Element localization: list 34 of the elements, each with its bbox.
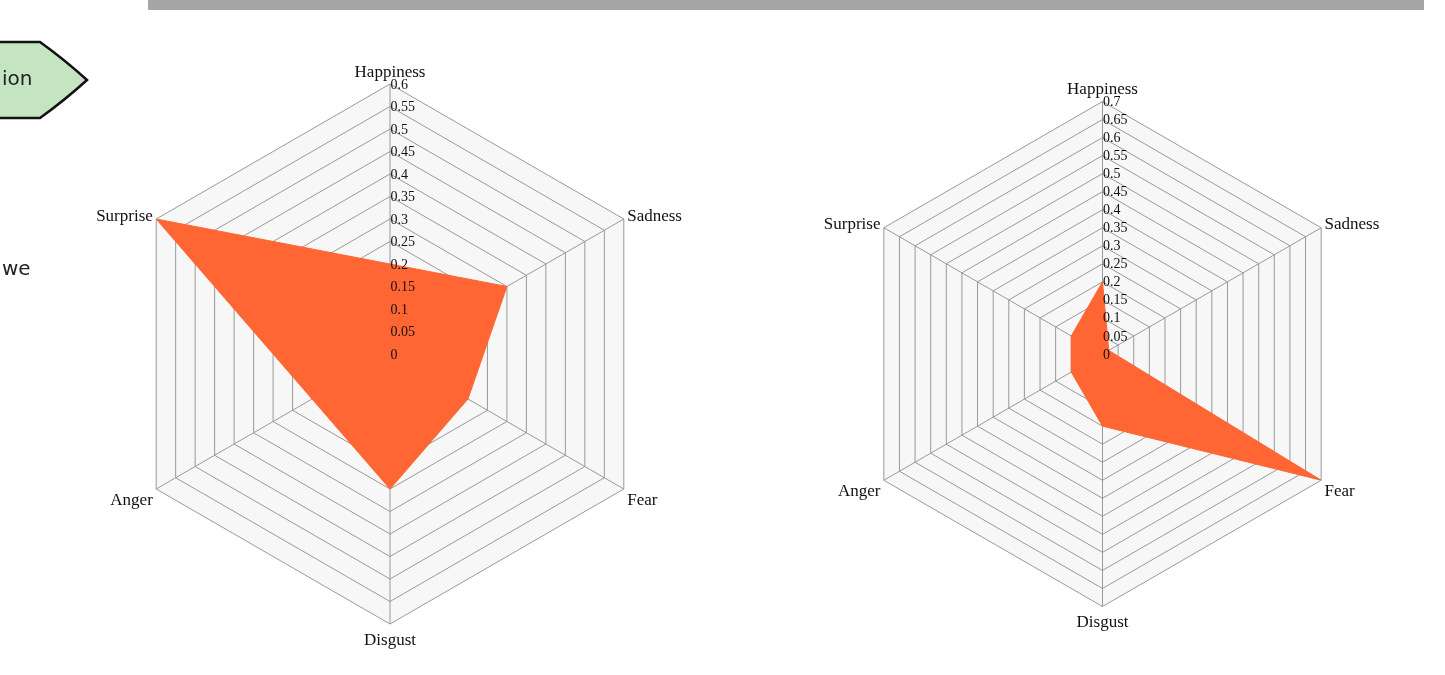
spoke-label: Disgust	[364, 629, 417, 649]
spoke-label: Fear	[627, 489, 658, 509]
spoke-label: Anger	[110, 489, 154, 509]
y-tick-label: 0.15	[390, 279, 415, 295]
y-tick-label: 0	[1103, 346, 1110, 362]
y-tick-label: 0	[390, 346, 398, 362]
text: we	[2, 256, 31, 280]
y-tick-label: 0.55	[390, 99, 415, 115]
spoke-label: Sadness	[1324, 214, 1380, 234]
spoke-label: Fear	[1324, 480, 1356, 500]
y-tick-label: 0.2	[1103, 274, 1121, 290]
y-tick-label: 0.5	[1103, 166, 1121, 182]
spoke-label: Surprise	[96, 205, 153, 225]
y-tick-label: 0.25	[1103, 256, 1128, 272]
y-tick-label: 0.4	[390, 166, 408, 182]
spoke-label: Anger	[837, 480, 881, 500]
spoke-label: Surprise	[823, 214, 881, 234]
y-tick-label: 0.5	[390, 121, 408, 137]
spoke-label: Disgust	[1076, 612, 1129, 632]
y-tick-label: 0.6	[1103, 130, 1121, 146]
y-tick-label: 0.4	[1103, 202, 1121, 218]
y-tick-label: 0.05	[390, 324, 415, 340]
y-tick-label: 0.1	[390, 301, 408, 317]
y-tick-label: 0.35	[390, 189, 415, 205]
y-tick-label: 0.45	[1103, 184, 1128, 200]
spoke-label: Sadness	[627, 205, 682, 225]
y-tick-label: 0.3	[390, 211, 408, 227]
y-tick-label: 0.55	[1103, 148, 1128, 164]
y-tick-label: 0.65	[1103, 112, 1128, 128]
y-tick-label: 0.35	[1103, 220, 1128, 236]
y-tick-label: 0.25	[390, 234, 415, 250]
text: ion	[2, 66, 33, 90]
y-tick-label: 0.45	[390, 144, 415, 160]
y-tick-label: 0.3	[1103, 238, 1121, 254]
